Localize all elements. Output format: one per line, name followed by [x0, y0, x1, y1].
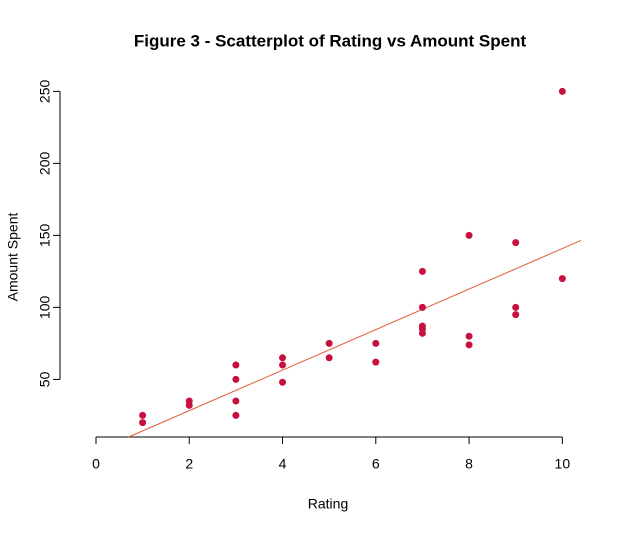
- point: [232, 375, 240, 383]
- point: [558, 275, 566, 283]
- x-tick-label: 2: [185, 456, 193, 472]
- point: [232, 397, 240, 405]
- point: [558, 87, 566, 95]
- point: [325, 339, 333, 347]
- point: [418, 329, 426, 337]
- point: [279, 378, 287, 386]
- y-axis-label: Amount Spent: [5, 213, 21, 302]
- point: [512, 311, 520, 319]
- point: [512, 303, 520, 311]
- x-tick-label: 4: [279, 456, 287, 472]
- point: [279, 361, 287, 369]
- point: [139, 419, 147, 427]
- y-tick-label: 200: [37, 152, 53, 176]
- chart-title: Figure 3 - Scatterplot of Rating vs Amou…: [134, 31, 527, 50]
- point: [139, 411, 147, 419]
- x-tick-label: 6: [372, 456, 380, 472]
- point: [465, 332, 473, 340]
- x-tick-label: 8: [465, 456, 473, 472]
- y-tick-label: 100: [37, 296, 53, 320]
- point: [185, 401, 193, 409]
- point: [418, 267, 426, 275]
- point: [325, 354, 333, 362]
- point: [465, 231, 473, 239]
- point: [418, 303, 426, 311]
- trend-line: [128, 239, 582, 438]
- x-axis-label: Rating: [308, 496, 348, 512]
- point: [465, 341, 473, 349]
- y-tick-label: 150: [37, 224, 53, 248]
- point: [232, 411, 240, 419]
- point: [372, 339, 380, 347]
- point: [372, 358, 380, 366]
- y-tick-label: 250: [37, 80, 53, 104]
- point: [279, 354, 287, 362]
- y-tick-label: 50: [37, 371, 53, 387]
- x-tick-label: 10: [555, 456, 571, 472]
- x-tick-label: 0: [92, 456, 100, 472]
- point: [512, 239, 520, 247]
- point: [232, 361, 240, 369]
